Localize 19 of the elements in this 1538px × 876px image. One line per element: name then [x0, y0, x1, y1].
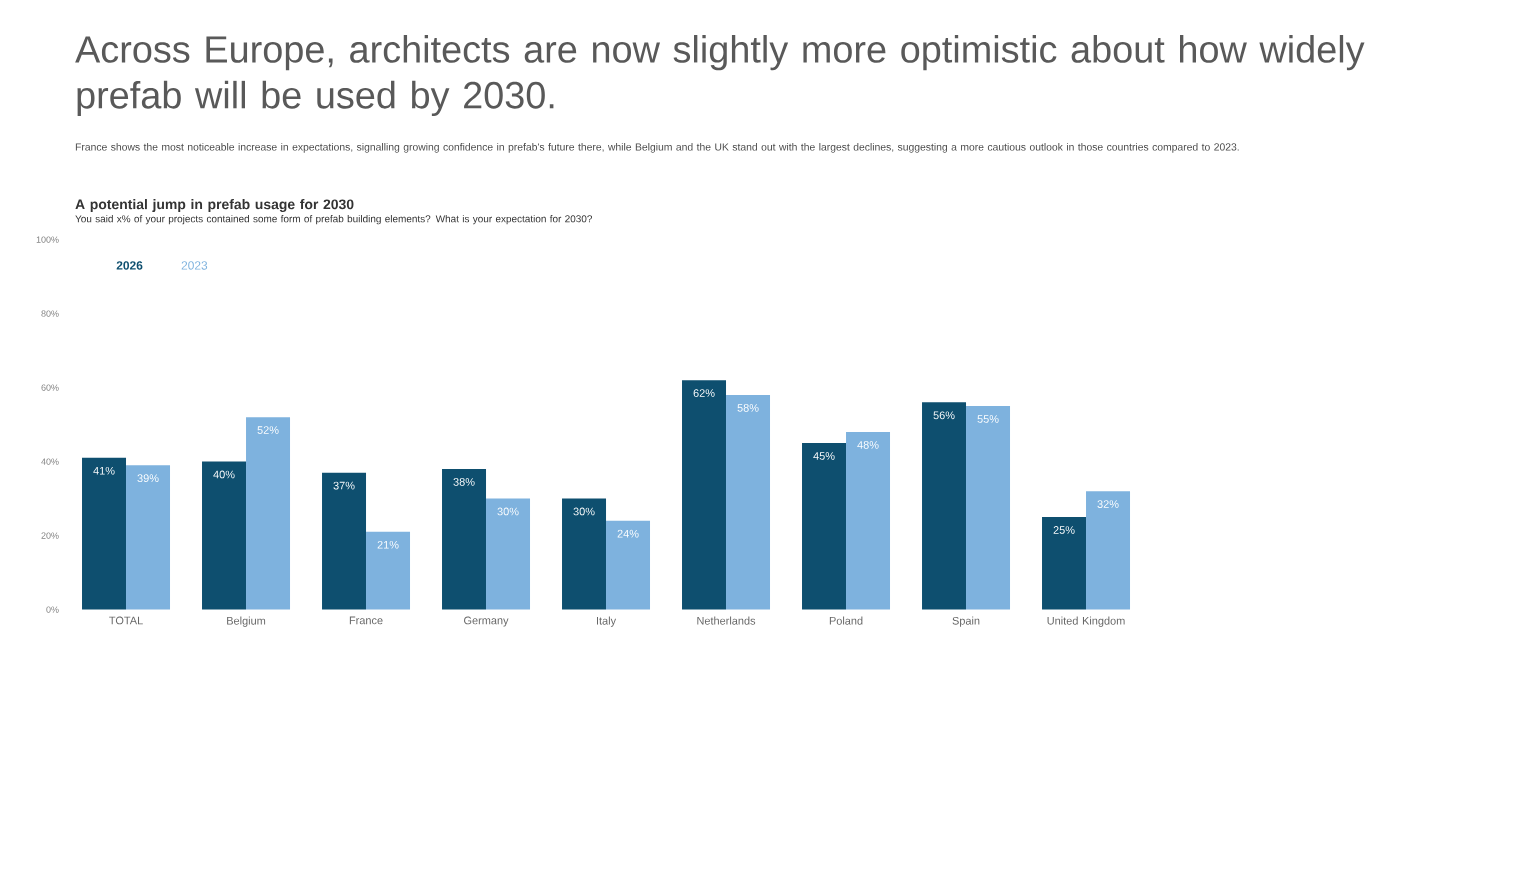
bar — [82, 457, 127, 610]
bar — [682, 380, 727, 610]
chart-title: Across Europe, architects are now slightly more optimistic about how widely prefab will be used by 2030. — [75, 35, 1365, 117]
bar — [126, 465, 171, 610]
bar — [322, 472, 367, 610]
bar — [1042, 517, 1087, 610]
bar — [442, 468, 487, 610]
bar — [802, 443, 847, 610]
bar — [1086, 491, 1131, 610]
bar — [966, 406, 1011, 610]
bar — [726, 394, 771, 610]
bar — [606, 520, 651, 610]
bar — [366, 531, 411, 610]
bar — [846, 431, 891, 610]
bar — [202, 461, 247, 610]
bar — [922, 402, 967, 610]
bar — [486, 498, 531, 610]
bar — [246, 417, 291, 610]
bar — [562, 498, 607, 610]
